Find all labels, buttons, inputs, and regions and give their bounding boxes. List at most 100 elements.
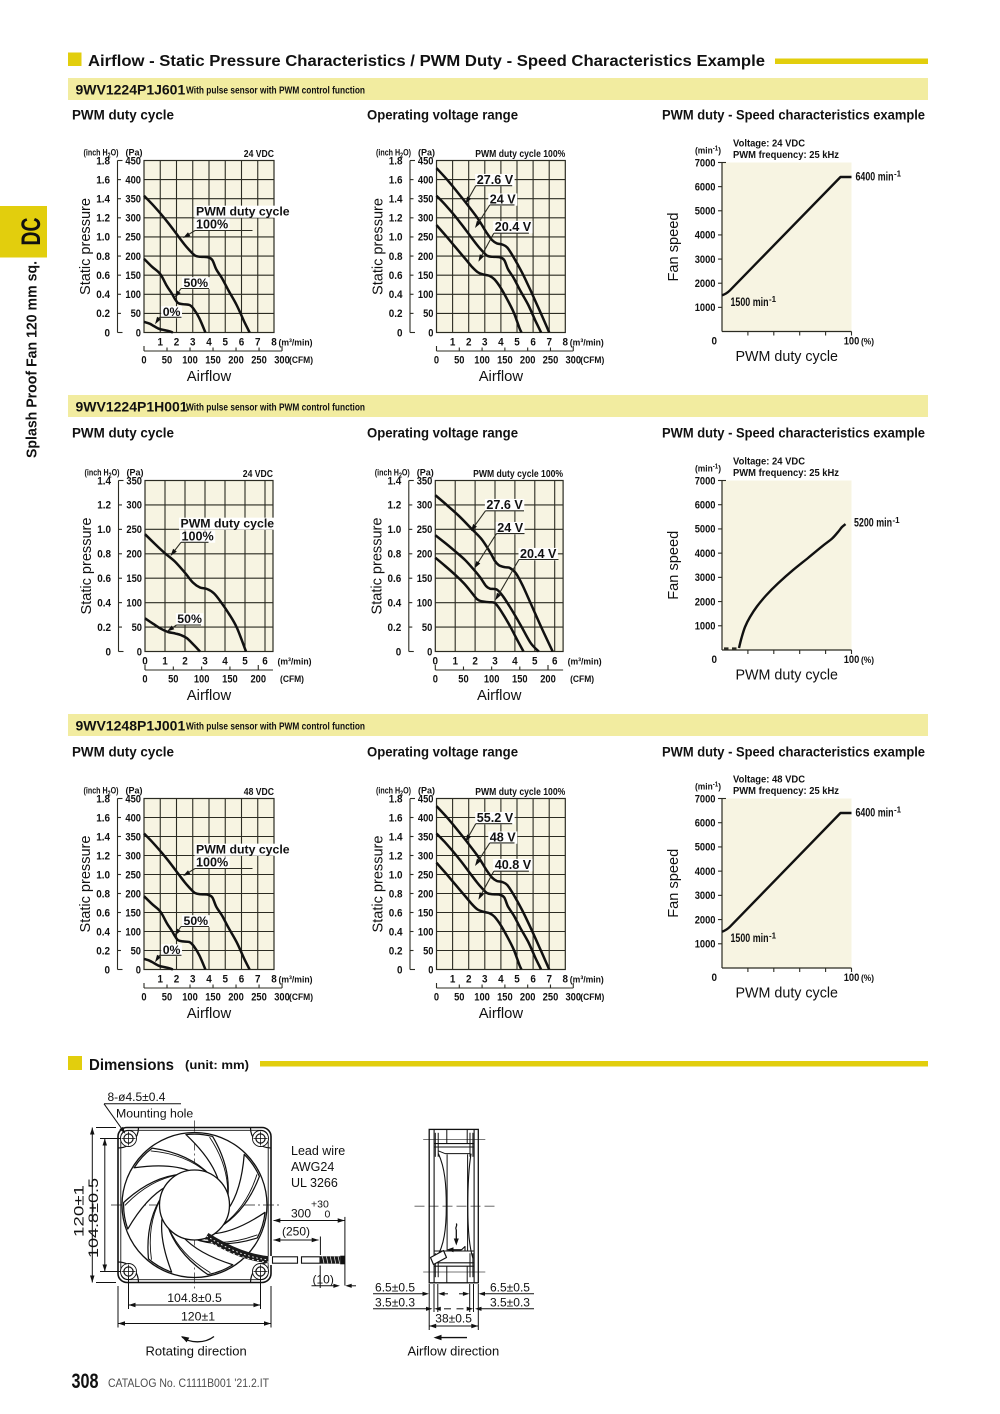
svg-text:4000: 4000 (695, 230, 716, 242)
svg-text:300: 300 (291, 1207, 311, 1221)
svg-text:PWM frequency: 25 kHz: PWM frequency: 25 kHz (733, 785, 839, 797)
svg-text:8: 8 (271, 337, 277, 349)
svg-text:150: 150 (125, 270, 141, 282)
svg-text:2: 2 (466, 974, 472, 986)
svg-text:Operating voltage range: Operating voltage range (367, 108, 518, 123)
svg-text:1: 1 (158, 974, 164, 986)
svg-text:50%: 50% (184, 276, 209, 290)
svg-text:-1: -1 (893, 516, 901, 525)
svg-text:200: 200 (125, 888, 141, 900)
svg-text:20.4 V: 20.4 V (495, 220, 532, 234)
svg-text:6400 min: 6400 min (856, 171, 894, 183)
svg-text:300: 300 (565, 992, 581, 1004)
svg-text:100: 100 (484, 674, 500, 686)
svg-text:50: 50 (131, 945, 141, 957)
svg-text:2: 2 (472, 656, 478, 668)
svg-text:48 V: 48 V (490, 831, 517, 845)
svg-text:250: 250 (543, 355, 559, 367)
svg-text:6: 6 (530, 337, 536, 349)
svg-text:24 V: 24 V (497, 521, 524, 535)
svg-text:Operating voltage range: Operating voltage range (367, 745, 518, 760)
svg-text:PWM duty cycle: PWM duty cycle (196, 843, 290, 857)
svg-text:400: 400 (125, 174, 141, 186)
svg-text:(CFM): (CFM) (580, 355, 604, 366)
svg-text:100%: 100% (196, 218, 228, 232)
svg-text:1.8: 1.8 (389, 155, 403, 167)
svg-text:0.4: 0.4 (96, 926, 111, 938)
svg-text:(CFM): (CFM) (289, 992, 313, 1003)
svg-text:0: 0 (141, 355, 146, 367)
svg-text:1.4: 1.4 (97, 475, 112, 487)
svg-text:4: 4 (206, 337, 212, 349)
svg-text:200: 200 (228, 992, 244, 1004)
svg-text:350: 350 (418, 194, 434, 206)
svg-text:24 V: 24 V (490, 193, 517, 207)
svg-text:1.0: 1.0 (389, 232, 403, 244)
svg-text:250: 250 (126, 524, 142, 536)
svg-text:1500 min: 1500 min (731, 933, 769, 945)
svg-text:6: 6 (239, 974, 245, 986)
svg-text:50: 50 (422, 622, 432, 634)
svg-text:200: 200 (125, 251, 141, 263)
svg-text:(inch H2O): (inch H2O) (84, 786, 119, 798)
svg-text:1: 1 (162, 656, 168, 668)
svg-text:0.2: 0.2 (389, 945, 403, 957)
svg-text:250: 250 (543, 992, 559, 1004)
svg-text:PWM frequency: 25 kHz: PWM frequency: 25 kHz (733, 467, 839, 479)
svg-text:0.2: 0.2 (97, 622, 111, 634)
svg-text:6400 min: 6400 min (856, 808, 894, 820)
svg-text:150: 150 (125, 907, 141, 919)
svg-text:400: 400 (418, 812, 434, 824)
svg-text:(CFM): (CFM) (580, 992, 604, 1003)
svg-text:0: 0 (325, 1209, 331, 1221)
svg-text:0: 0 (433, 674, 438, 686)
svg-text:(min-1): (min-1) (695, 464, 721, 475)
svg-text:50%: 50% (184, 914, 209, 928)
svg-text:Airflow: Airflow (477, 688, 522, 704)
svg-text:3000: 3000 (695, 254, 716, 266)
svg-text:0.8: 0.8 (389, 888, 403, 900)
svg-text:300: 300 (418, 213, 434, 225)
svg-text:3.5±0.3: 3.5±0.3 (375, 1295, 415, 1309)
svg-text:With pulse sensor with PWM con: With pulse sensor with PWM control funct… (186, 721, 365, 733)
svg-text:Lead wire: Lead wire (291, 1144, 345, 1158)
svg-text:3.5±0.3: 3.5±0.3 (490, 1295, 530, 1309)
svg-text:PWM duty cycle: PWM duty cycle (72, 426, 174, 441)
svg-text:350: 350 (417, 475, 433, 487)
svg-text:8: 8 (563, 974, 569, 986)
svg-text:6000: 6000 (695, 818, 716, 830)
svg-text:Static pressure: Static pressure (371, 198, 387, 295)
svg-text:150: 150 (418, 270, 434, 282)
svg-text:120±1: 120±1 (72, 1185, 87, 1237)
svg-text:100: 100 (125, 926, 141, 938)
svg-text:300: 300 (274, 992, 290, 1004)
svg-text:9WV1248P1J001: 9WV1248P1J001 (76, 718, 186, 734)
svg-text:1000: 1000 (695, 939, 716, 951)
svg-text:1.4: 1.4 (389, 194, 404, 206)
svg-text:1.6: 1.6 (389, 174, 403, 186)
svg-text:0: 0 (428, 964, 433, 976)
svg-text:0: 0 (428, 327, 433, 339)
svg-text:150: 150 (418, 907, 434, 919)
svg-text:5: 5 (514, 337, 520, 349)
svg-text:8: 8 (563, 337, 569, 349)
svg-text:300: 300 (125, 850, 141, 862)
svg-text:(min-1): (min-1) (695, 782, 721, 793)
svg-text:50: 50 (162, 992, 172, 1004)
svg-text:150: 150 (417, 573, 433, 585)
svg-text:1.2: 1.2 (96, 213, 110, 225)
svg-text:0: 0 (433, 656, 439, 668)
svg-text:150: 150 (222, 674, 238, 686)
svg-text:Voltage: 48 VDC: Voltage: 48 VDC (733, 774, 805, 786)
svg-text:100: 100 (844, 972, 860, 984)
svg-text:0.8: 0.8 (388, 549, 402, 561)
svg-text:4: 4 (222, 656, 228, 668)
svg-text:150: 150 (497, 355, 513, 367)
svg-text:1.2: 1.2 (97, 500, 111, 512)
svg-text:50: 50 (454, 992, 464, 1004)
svg-text:-1: -1 (769, 295, 777, 304)
svg-text:-1: -1 (894, 806, 902, 815)
svg-text:100: 100 (418, 289, 434, 301)
svg-text:0: 0 (142, 674, 147, 686)
svg-text:200: 200 (126, 549, 142, 561)
